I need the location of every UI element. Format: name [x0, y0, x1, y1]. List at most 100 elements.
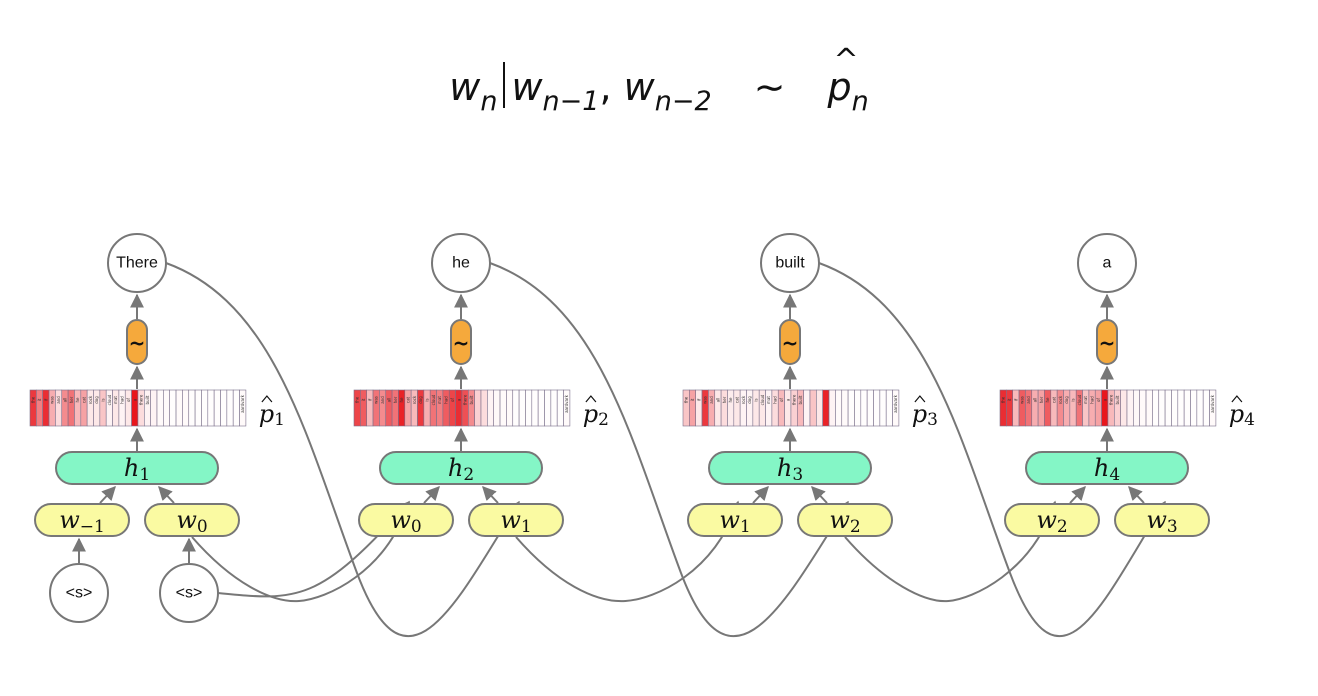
probability-cell [695, 389, 703, 427]
probability-cell [847, 389, 855, 427]
input-to-hidden-arrow [423, 485, 440, 504]
vocab-label: there [139, 394, 144, 405]
probability-cell [752, 389, 760, 427]
probability-cell [784, 389, 792, 427]
dist-label: p3 [912, 400, 938, 430]
vocab-label: built [469, 395, 474, 404]
vocab-label: had [444, 396, 449, 404]
probability-cell [1018, 389, 1026, 427]
input-word-label: w1 [500, 506, 531, 537]
vocab-label: if [696, 398, 701, 401]
dist-label: p2 [583, 400, 609, 430]
input-word-label: w2 [1036, 506, 1067, 537]
probability-cell [379, 389, 387, 427]
vocab-label: of [126, 397, 131, 401]
hat-icon [261, 395, 273, 403]
edges [72, 262, 1166, 638]
start-token-node [49, 563, 109, 623]
hidden-state-label: h3 [777, 454, 803, 485]
sampler-node [1096, 319, 1118, 365]
probability-bar: the it if was and all her he cat rock dog is cloud ma… [353, 389, 571, 427]
context-shift-curve [515, 500, 741, 603]
probability-cell [1145, 389, 1153, 427]
vocab-label: if [367, 398, 372, 401]
probability-cell [93, 389, 101, 427]
probability-cell [385, 389, 393, 427]
probability-cell [563, 389, 571, 427]
probability-cell [1183, 389, 1191, 427]
probability-cell [194, 389, 202, 427]
input-to-hidden-arrow [811, 485, 828, 504]
hidden-state-label: h1 [124, 454, 150, 485]
vocab-label: of [450, 397, 455, 401]
probability-cell [506, 389, 514, 427]
probability-cell [1063, 389, 1071, 427]
output-word-label: There [116, 255, 158, 272]
probability-cell [854, 389, 862, 427]
vocab-label: it [1007, 398, 1012, 401]
output-word-node [760, 233, 820, 293]
probability-cell [828, 389, 836, 427]
output-feedback-curve [489, 262, 849, 638]
probability-cell [720, 389, 728, 427]
probability-cell [1190, 389, 1198, 427]
probability-cell [493, 389, 501, 427]
probability-cell [499, 389, 507, 427]
probability-cell [156, 389, 164, 427]
input-word-node [1004, 503, 1100, 537]
hidden-state-label: h2 [448, 454, 474, 485]
probability-cell [487, 389, 495, 427]
probability-cell [708, 389, 716, 427]
probability-cell [879, 389, 887, 427]
vocab-label: cat [1051, 396, 1056, 403]
probability-cell [1012, 389, 1020, 427]
probability-cell [531, 389, 539, 427]
probability-cell [771, 389, 779, 427]
vocab-label: built [1115, 395, 1120, 404]
vocab-label: all [1032, 398, 1037, 403]
probability-cell [544, 389, 552, 427]
probability-cell [480, 389, 488, 427]
vocab-label: mat [1083, 396, 1088, 404]
vocab-label: he [1045, 397, 1050, 403]
output-word-node [431, 233, 491, 293]
probability-cell [1056, 389, 1064, 427]
output-word-node [107, 233, 167, 293]
vocab-label: a [456, 398, 461, 401]
probability-cell [1088, 389, 1096, 427]
vocab-label: had [773, 396, 778, 404]
vocab-label: he [728, 397, 733, 403]
hidden-state-node [1025, 451, 1189, 485]
probability-cell [873, 389, 881, 427]
output-word-label: built [775, 255, 805, 272]
hidden-state-node [379, 451, 543, 485]
vocab-label: aardvark [1210, 394, 1215, 412]
vocab-label: her [1039, 396, 1044, 403]
probability-cell [144, 389, 151, 427]
tilde-icon: ~ [129, 331, 146, 355]
probability-cell [682, 389, 690, 427]
step-1: There ~ the it if was and all her he cat rock dog is c… [29, 233, 285, 537]
probability-cell [467, 389, 475, 427]
probability-cell [61, 389, 69, 427]
vocab-label: cloud [1077, 394, 1082, 405]
probability-cell [714, 389, 722, 427]
probability-cell [80, 389, 88, 427]
vocab-label: was [374, 396, 379, 404]
output-word-label: a [1103, 255, 1112, 272]
probability-cell [1044, 389, 1052, 427]
input-word-node [1114, 503, 1210, 537]
probability-cell [207, 389, 215, 427]
probability-cell [777, 389, 785, 427]
tilde-icon: ~ [782, 331, 799, 355]
probability-cell [1171, 389, 1179, 427]
probability-cell [512, 389, 520, 427]
probability-cell [1006, 389, 1013, 427]
probability-cell [232, 389, 240, 427]
probability-cell [67, 389, 75, 427]
vocab-label: it [690, 398, 695, 401]
input-word-node [687, 503, 783, 537]
probability-cell [239, 389, 247, 427]
vocab-label: the [31, 396, 36, 403]
